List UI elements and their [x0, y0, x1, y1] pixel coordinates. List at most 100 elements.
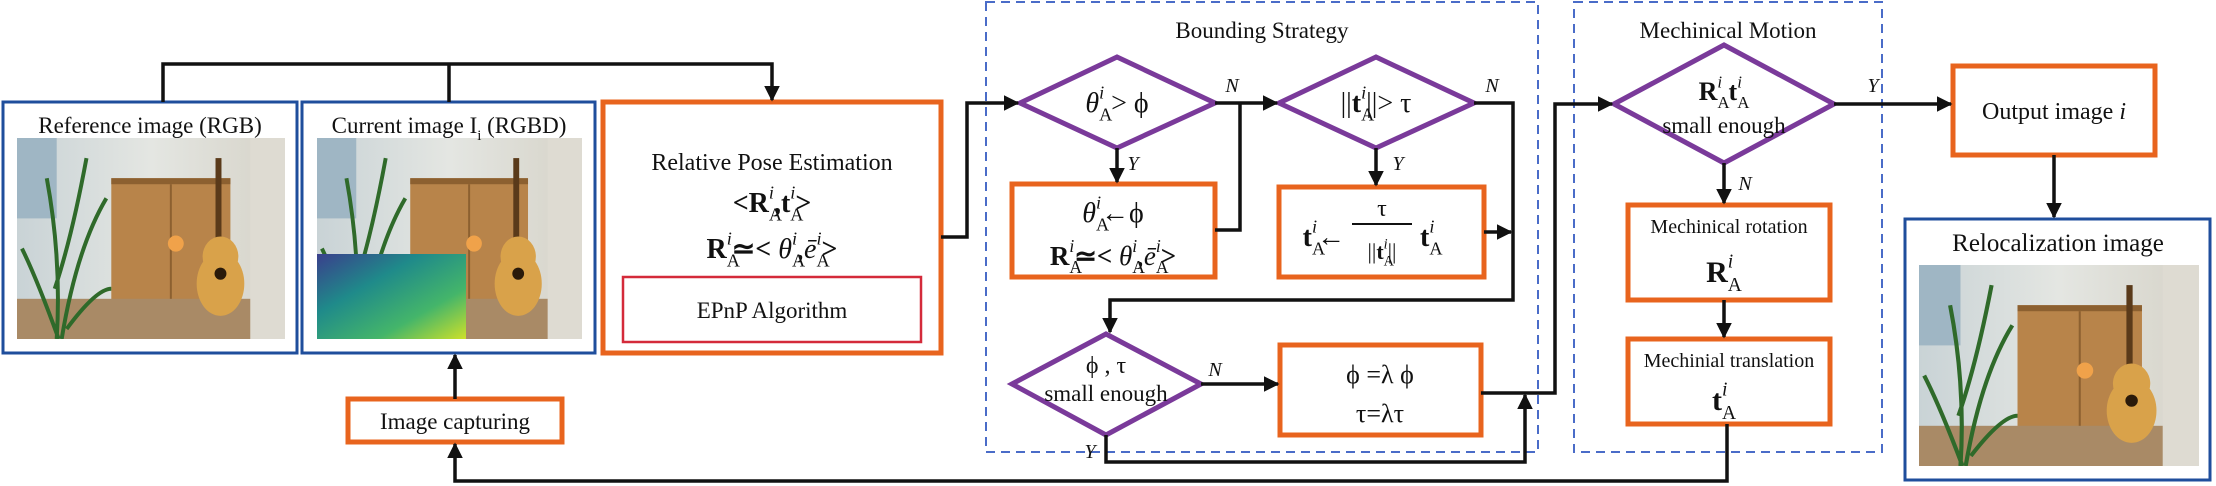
superscript: i [1717, 73, 1722, 92]
subscript: A [1312, 238, 1325, 258]
formula: RAi≃< θAi,ēAi> [1050, 236, 1176, 277]
formula: ||tAi|| [1368, 236, 1397, 269]
process-box [1625, 336, 1833, 427]
formula: τ=λτ [1356, 399, 1404, 428]
subscript: A [1361, 104, 1374, 124]
edge-label: N [1737, 173, 1753, 195]
superscript: i [1737, 73, 1742, 92]
subscript: A [790, 204, 803, 224]
process-box [1625, 202, 1833, 303]
text-part: t [1376, 239, 1384, 264]
arrows [161, 62, 2062, 483]
text-part: < [733, 188, 749, 219]
superscript: i [1069, 236, 1074, 256]
edge-label: N [1224, 75, 1240, 97]
text-part: R [1706, 256, 1728, 289]
formula: ||tAi||> τ [1341, 83, 1412, 125]
text-part: R [749, 188, 770, 219]
edge-label: Y [1867, 75, 1880, 97]
formula: θAi←ϕ [1082, 193, 1144, 235]
superscript: i [790, 183, 795, 203]
subscript: i [477, 128, 481, 144]
superscript: i [1156, 236, 1161, 256]
box-title: Relative Pose Estimation [651, 150, 892, 176]
formula: τ [1377, 196, 1387, 222]
subscript: A [1096, 214, 1109, 234]
subscript: A [1099, 104, 1112, 124]
text-part: R [1699, 77, 1718, 106]
superscript: i [1132, 236, 1137, 256]
subscript: A [1728, 275, 1742, 296]
edge-label: N [1207, 359, 1223, 381]
algorithm-box [621, 275, 923, 344]
superscript: i [792, 229, 797, 249]
text-part: t [1729, 77, 1738, 106]
text-part: ←ϕ [1101, 198, 1144, 229]
edge-label: Y [1392, 153, 1405, 175]
subscript: A [1069, 257, 1082, 277]
superscript: i [1099, 83, 1104, 103]
formula: <RAi,tAi> [733, 183, 812, 225]
subscript: A [1717, 93, 1730, 112]
box-label: EPnP Algorithm [697, 298, 848, 323]
text-part: θ [1119, 241, 1132, 271]
text-part: t [1420, 222, 1430, 253]
text-part: t [1712, 384, 1722, 417]
formula: RAi tAi [1699, 73, 1751, 112]
superscript: i [1384, 236, 1388, 252]
superscript: i [816, 229, 821, 249]
process-box [1009, 181, 1218, 280]
text-part: > ϕ [1104, 88, 1149, 119]
text-part: Output image [1982, 99, 2119, 125]
text-part: θ [1082, 198, 1096, 229]
text-part: || [1341, 88, 1352, 119]
text-part: > [795, 188, 811, 219]
superscript: i [727, 229, 732, 249]
text-part: i [2119, 99, 2126, 125]
depth-map [317, 254, 466, 339]
text-part: ≃< [732, 234, 778, 265]
superscript: i [1096, 193, 1101, 213]
image-label: Reference image (RGB) [38, 113, 262, 138]
box-label: Mechinical rotation [1650, 216, 1807, 238]
text-part: > [822, 234, 838, 265]
box-label: Output image i [1982, 99, 2126, 125]
subscript: A [1429, 238, 1442, 258]
text-part: ||> τ [1366, 88, 1411, 119]
edge-label: Y [1084, 441, 1097, 463]
superscript: i [1312, 217, 1317, 237]
text-part: ē [1144, 241, 1157, 271]
subscript: A [1132, 257, 1145, 277]
text-part: t [781, 188, 791, 219]
subscript: A [727, 250, 740, 270]
box-label: Image capturing [380, 409, 531, 434]
formula: tAi [1420, 217, 1442, 259]
text-part: (RGBD) [481, 113, 566, 138]
group-title: Mechinical Motion [1640, 18, 1817, 43]
text-part: Current image I [332, 113, 478, 138]
process-box [1277, 342, 1484, 438]
group-frame [1573, 1, 1883, 453]
text-part: θ [1085, 88, 1099, 119]
text-part: , [774, 188, 781, 219]
text-part: R [706, 234, 727, 265]
box-label: small enough [1044, 381, 1168, 406]
subscript: A [1722, 403, 1736, 424]
text-part: || [1368, 239, 1377, 264]
photo [1919, 265, 2199, 466]
subscript: A [1384, 254, 1395, 270]
text-part: , [1137, 241, 1144, 271]
text-part: ≃< [1074, 241, 1119, 271]
image-label: Current image Ii (RGBD) [332, 113, 567, 144]
text-part: t [1352, 88, 1362, 119]
text-part: , [797, 234, 804, 265]
text-part: ← [1317, 222, 1345, 253]
superscript: i [769, 183, 774, 203]
superscript: i [1722, 380, 1727, 401]
text-part: t [1303, 222, 1313, 253]
photo [17, 138, 285, 339]
edge-label: Y [1127, 153, 1140, 175]
formula: θAi > ϕ [1085, 83, 1148, 125]
edge-label: N [1484, 75, 1500, 97]
